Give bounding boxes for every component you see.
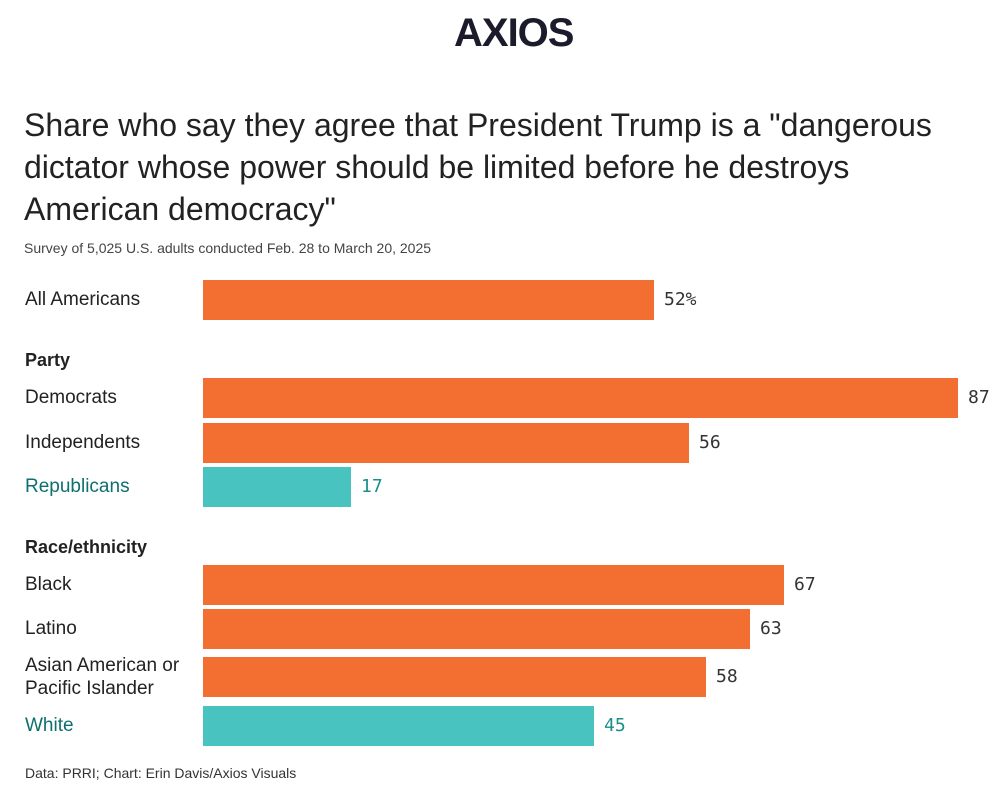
logo-text: AXIOS <box>454 11 574 55</box>
bar <box>203 565 784 605</box>
bar <box>203 467 351 507</box>
bar <box>203 423 689 463</box>
bar-label: All Americans <box>25 289 141 310</box>
data-label: 52% <box>664 289 697 310</box>
bar <box>203 280 654 320</box>
data-label: 58 <box>716 666 738 687</box>
data-label: 45 <box>604 715 626 736</box>
group-heading: Party <box>25 350 71 370</box>
data-label: 63 <box>760 618 782 639</box>
bar-label: Republicans <box>25 476 130 497</box>
data-label: 87 <box>968 387 990 408</box>
bar-label: White <box>25 715 74 736</box>
data-label: 67 <box>794 574 816 595</box>
source-note: Data: PRRI; Chart: Erin Davis/Axios Visu… <box>25 765 297 781</box>
bar <box>203 706 594 746</box>
chart-title: Share who say they agree that President … <box>24 107 932 227</box>
data-label: 56 <box>699 432 721 453</box>
bar <box>203 378 958 418</box>
bar <box>203 609 750 649</box>
bar <box>203 657 706 697</box>
axios-logo: AXIOS <box>454 10 594 56</box>
bar-label: Latino <box>25 618 77 639</box>
bar-label: Democrats <box>25 387 117 408</box>
bar-label: Black <box>25 574 72 595</box>
bar-label: Independents <box>25 432 141 453</box>
group-heading: Race/ethnicity <box>25 537 148 557</box>
bar-label: Asian American or Pacific Islander <box>25 655 180 699</box>
chart-subtitle: Survey of 5,025 U.S. adults conducted Fe… <box>24 240 432 256</box>
data-label: 17 <box>361 476 383 497</box>
